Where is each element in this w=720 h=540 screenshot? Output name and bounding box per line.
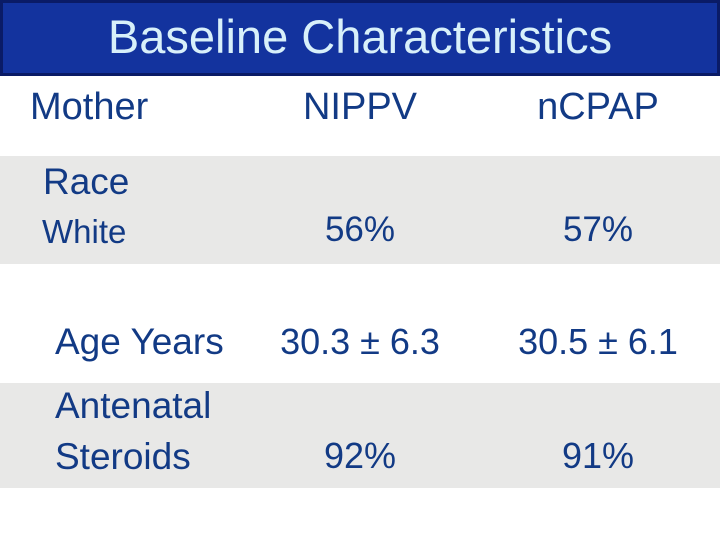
row-race-label: Race [43,161,130,202]
row-antenatal-label: Antenatal [55,385,212,426]
value-age-ncpap: 30.5 ± 6.1 [518,321,678,362]
row-steroids-label: Steroids [55,436,191,477]
value-white-nippv: 56% [324,210,396,249]
value-white-ncpap: 57% [562,210,634,249]
value-age-nippv: 30.3 ± 6.3 [280,321,440,362]
slide-title: Baseline Characteristics [107,9,613,63]
row-band-antenatal-steroids [0,383,720,488]
value-steroids-ncpap: 91% [561,435,635,476]
value-steroids-nippv: 92% [323,435,397,476]
column-header-nippv: NIPPV [302,86,418,128]
row-white-label: White [42,213,127,250]
row-age-years-label: Age Years [55,321,224,362]
row-band-race [0,156,720,264]
column-header-ncpap: nCPAP [537,86,659,128]
slide-title-bar: Baseline Characteristics [0,0,720,76]
table-header-mother: Mother [30,86,149,128]
